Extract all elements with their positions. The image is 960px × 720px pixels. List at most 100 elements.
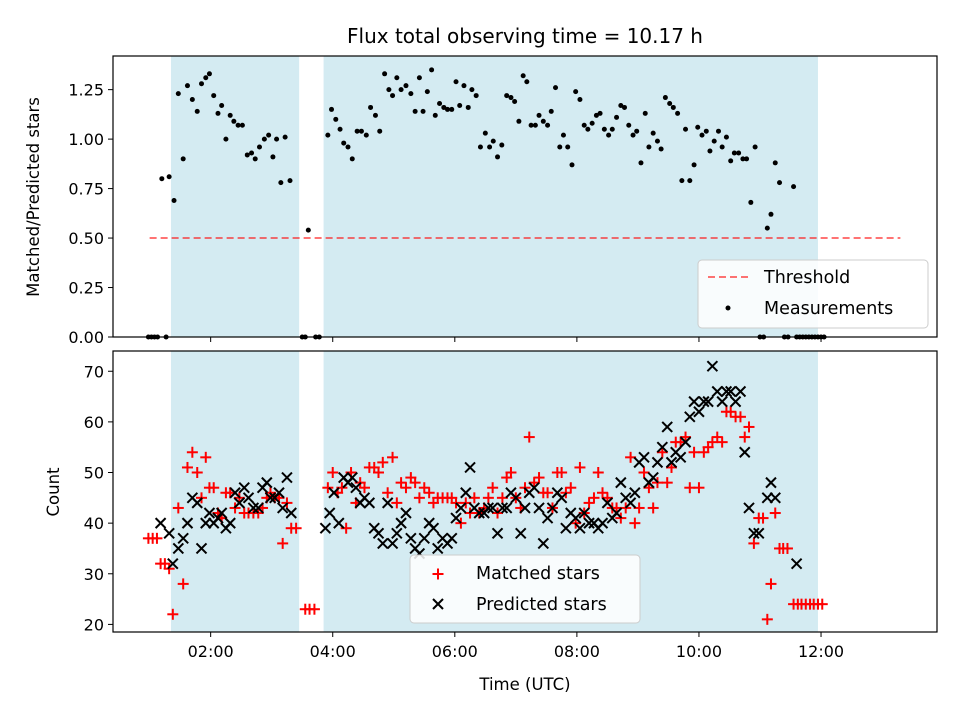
measurement-point: [266, 132, 272, 138]
measurement-point: [731, 150, 737, 156]
measurement-point: [634, 128, 640, 134]
matched-star-point: [400, 482, 412, 494]
matched-star-point: [533, 472, 545, 484]
bottom-y-axis-label: Count: [44, 467, 63, 517]
measurement-point: [429, 67, 435, 73]
measurement-point: [679, 178, 685, 184]
measurement-point: [189, 97, 195, 103]
predicted-star-point: [748, 527, 760, 539]
matched-star-point: [592, 467, 604, 479]
predicted-star-point: [716, 395, 728, 408]
predicted-star-point: [743, 502, 755, 514]
predicted-star-point: [583, 517, 595, 529]
measurement-point: [548, 108, 554, 114]
measurement-point: [159, 176, 165, 182]
measurement-point: [473, 93, 479, 99]
measurement-point: [394, 75, 400, 81]
measurement-point: [532, 122, 538, 128]
measurement-point: [609, 126, 615, 132]
matched-star-point: [647, 502, 659, 514]
predicted-star-point: [247, 502, 260, 514]
measurement-point: [282, 134, 288, 140]
measurement-point: [453, 79, 459, 85]
measurement-point: [175, 91, 181, 97]
measurement-point: [287, 178, 293, 184]
matched-star-point: [638, 467, 650, 479]
measurement-point: [420, 108, 426, 114]
matched-star-point: [757, 512, 769, 524]
matched-star-point: [629, 517, 641, 529]
measurement-point: [166, 174, 172, 180]
measurement-point: [711, 138, 717, 144]
measurement-point: [180, 156, 186, 162]
predicted-star-point: [734, 385, 747, 398]
measurement-point: [199, 81, 205, 87]
predicted-star-point: [546, 502, 559, 514]
measurement-point: [516, 118, 522, 124]
matched-star-point: [290, 522, 302, 534]
measurement-point: [508, 95, 514, 101]
measurement-point: [206, 71, 212, 77]
measurement-point: [667, 100, 673, 106]
matched-star-point: [151, 532, 163, 544]
measurement-point: [618, 102, 624, 108]
bottom-y-tick-label: 50: [84, 464, 104, 483]
top-y-tick-label: 0.25: [68, 279, 104, 298]
matched-star-point: [167, 608, 179, 620]
measurement-point: [662, 95, 668, 101]
matched-star-point: [391, 497, 403, 509]
predicted-star-point: [167, 557, 179, 570]
matched-star-point: [711, 431, 723, 443]
measurement-point: [581, 122, 587, 128]
predicted-star-point: [569, 512, 582, 524]
predicted-star-point: [656, 441, 669, 453]
predicted-star-point: [537, 537, 550, 550]
measurement-point: [723, 134, 729, 140]
measurement-point: [691, 162, 697, 168]
matched-star-point: [277, 537, 289, 549]
matched-star-point: [661, 477, 673, 489]
measurement-point: [614, 114, 620, 120]
predicted-star-point: [601, 497, 614, 509]
predicted-star-point: [629, 487, 641, 499]
matched-star-point: [172, 502, 184, 514]
bottom-panel-frame: [112, 350, 938, 633]
matched-star-point: [308, 603, 320, 615]
matched-star-point: [761, 613, 773, 625]
predicted-star-point: [181, 517, 194, 529]
measurement-point: [437, 100, 443, 106]
bottom-x-tick-label: 12:00: [798, 642, 844, 661]
predicted-star-point: [515, 527, 527, 539]
measurement-point: [495, 154, 501, 160]
predicted-star-point: [238, 481, 250, 494]
measurement-point: [715, 128, 721, 134]
matched-star-point: [693, 482, 705, 494]
predicted-star-point: [432, 542, 444, 555]
top-panel-frame: [112, 55, 938, 338]
predicted-star-point: [203, 507, 216, 519]
measurement-point: [469, 87, 475, 93]
predicted-star-point: [711, 385, 723, 398]
matched-star-point: [769, 507, 781, 519]
predicted-star-point: [528, 481, 540, 494]
measurement-point: [477, 144, 483, 150]
measurement-point: [239, 122, 245, 128]
predicted-star-point: [560, 522, 572, 534]
predicted-star-point: [661, 421, 673, 433]
measurement-point: [646, 144, 652, 150]
measurement-point: [274, 136, 280, 142]
predicted-star-point: [753, 527, 765, 539]
predicted-star-point: [224, 517, 236, 529]
measurement-point: [528, 122, 534, 128]
bottom-y-tick-label: 30: [84, 565, 104, 584]
measurement-point: [524, 79, 530, 85]
measurement-point: [490, 138, 496, 144]
matched-star-point: [487, 482, 499, 494]
top-y-tick-label: 1.25: [68, 81, 104, 100]
predicted-star-point: [323, 507, 336, 519]
predicted-star-point: [693, 406, 705, 418]
predicted-star-point: [285, 507, 297, 519]
measurement-point: [719, 144, 725, 150]
matched-star-point: [186, 446, 198, 458]
bottom-y-tick-label: 40: [84, 514, 104, 533]
